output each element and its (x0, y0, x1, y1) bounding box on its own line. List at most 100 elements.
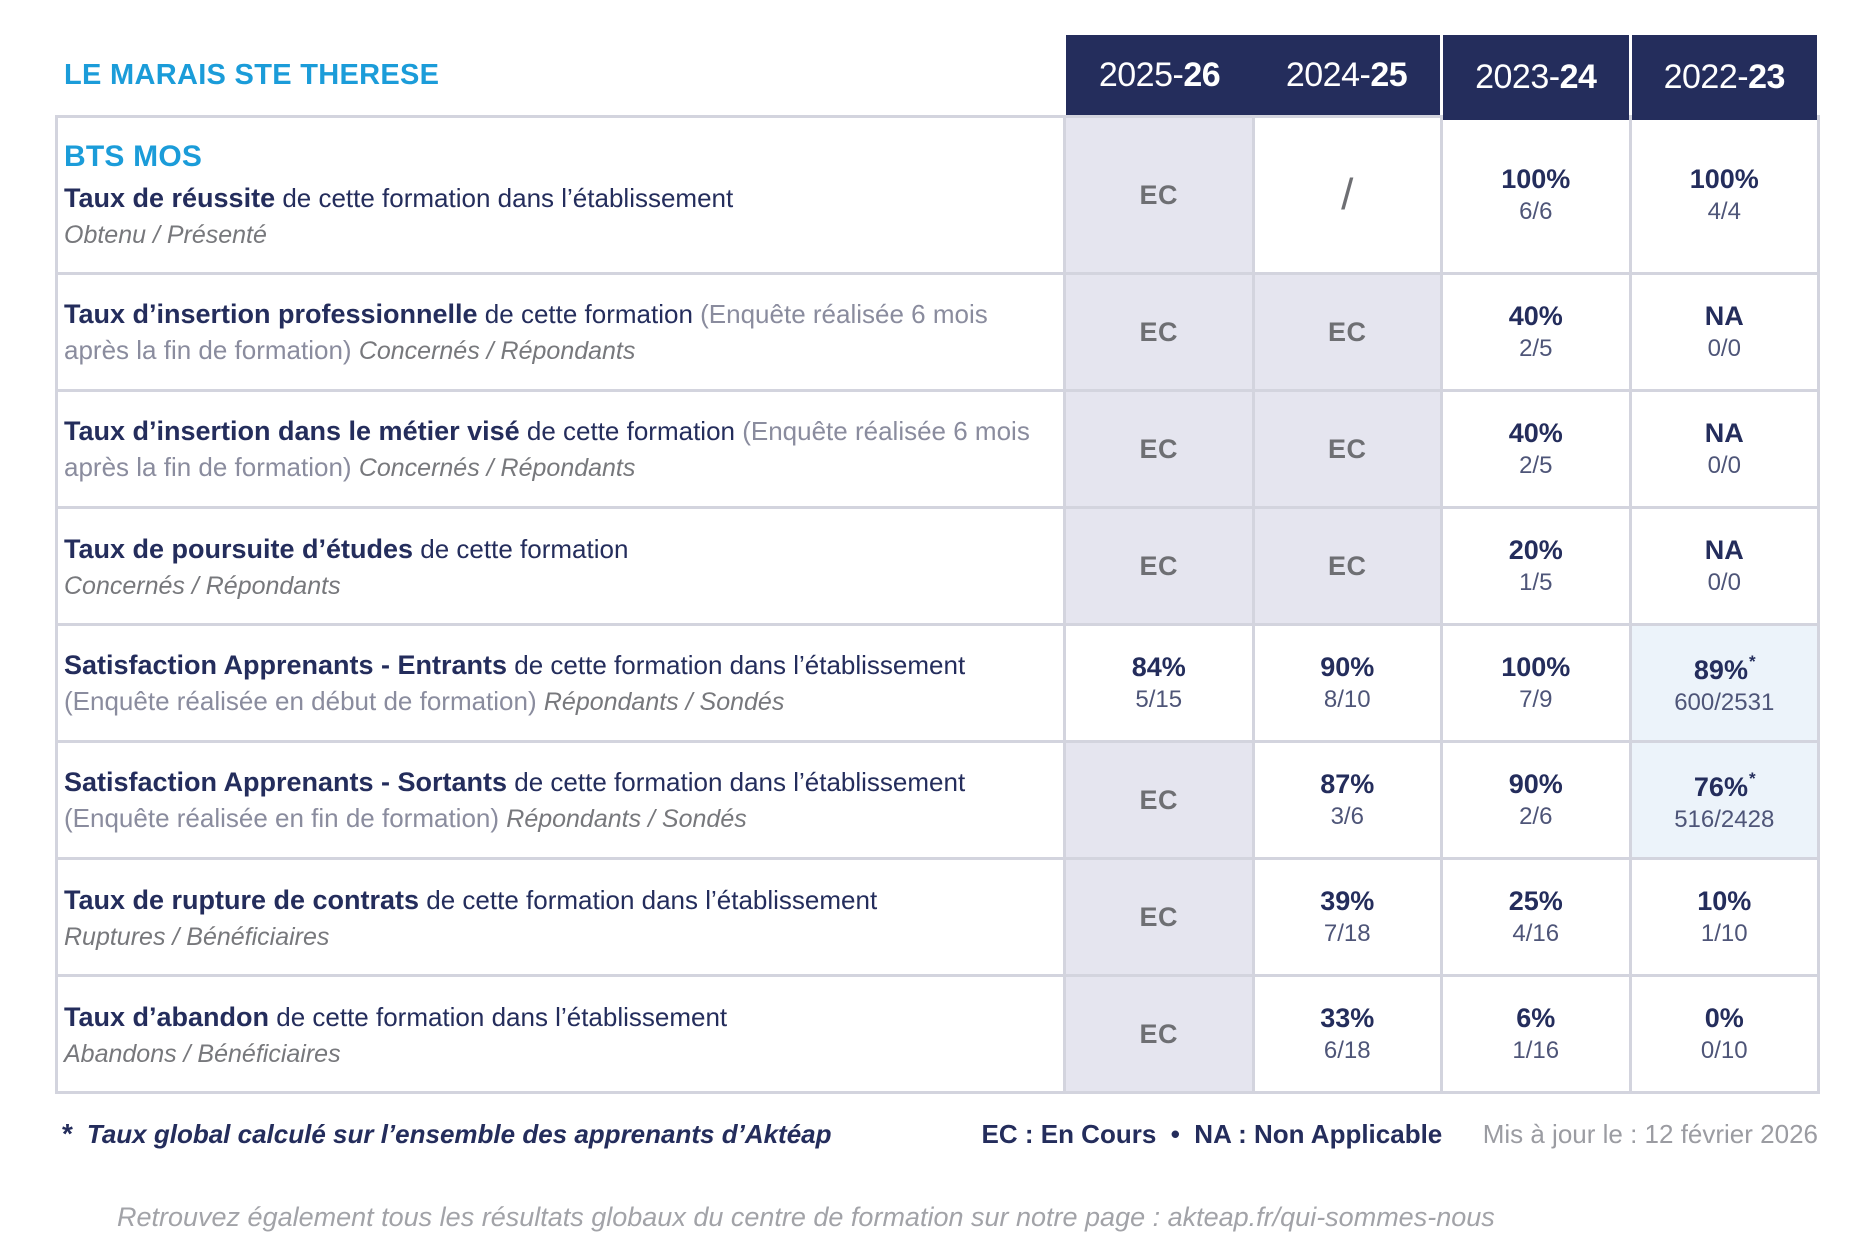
row-title: Taux de réussite (64, 183, 276, 213)
cell-metier-2024-25: EC (1254, 392, 1440, 506)
fraction-value: 2/6 (1519, 803, 1553, 830)
row-inline-sub: Répondants / Sondés (506, 804, 747, 833)
cell-metier-2025-26: EC (1066, 392, 1252, 506)
asterisk-note-marker: * (62, 1118, 73, 1149)
percent-value: 100% (1501, 652, 1571, 682)
percent-value: NA (1704, 535, 1744, 565)
fraction-value: 0/10 (1700, 1037, 1748, 1064)
percent-value: 25% (1508, 886, 1563, 916)
cell-rupture-2025-26: EC (1066, 860, 1252, 974)
fraction-value: 0/0 (1707, 569, 1741, 596)
program-title: BTS MOS (64, 140, 203, 173)
cell-reussite-2024-25: / (1254, 118, 1440, 272)
year-suffix: 24 (1559, 58, 1597, 96)
cell-poursuite-2023-24: 20% 1/5 (1443, 509, 1629, 623)
fraction-value: 2/5 (1519, 335, 1553, 362)
fraction-value: 5/15 (1135, 686, 1183, 713)
row-title: Satisfaction Apprenants - Sortants (64, 766, 508, 797)
asterisk-note-text: Taux global calculé sur l’ensemble des a… (86, 1119, 832, 1149)
fraction-value: 0/0 (1707, 335, 1741, 362)
row-label-rupture: Taux de rupture de contrats de cette for… (58, 860, 1063, 974)
percent-value: 89% (1693, 655, 1748, 685)
cell-abandon-2023-24: 6% 1/16 (1443, 977, 1629, 1091)
cell-rupture-2022-23: 10% 1/10 (1631, 860, 1817, 974)
year-header-2023-24: 2023-24 (1443, 35, 1629, 120)
year-prefix: 2024- (1285, 55, 1371, 94)
global-rate-asterisk: * (1748, 769, 1756, 788)
fraction-value: 4/4 (1707, 198, 1741, 225)
row-inline-sub: Répondants / Sondés (543, 687, 785, 716)
cell-poursuite-2024-25: EC (1254, 509, 1440, 623)
no-data-slash: / (1341, 170, 1354, 219)
row-inline-sub: Concernés / Répondants (358, 336, 636, 365)
percent-value: 10% (1697, 886, 1752, 916)
percent-value: 100% (1689, 164, 1759, 194)
row-title: Taux de rupture de contrats (64, 885, 420, 915)
fraction-value: 1/10 (1700, 920, 1748, 947)
table-header: LE MARAIS STE THERESE 2025-26 2024-25 20… (55, 35, 1820, 120)
cell-entrants-2022-23: 89%* 600/2531 (1631, 626, 1817, 740)
fraction-value: 6/6 (1519, 198, 1553, 225)
ec-value: EC (1139, 1018, 1178, 1049)
footnote-bar: * Taux global calculé sur l’ensemble des… (55, 1118, 1820, 1150)
row-subline: Concernés / Répondants (64, 572, 341, 600)
percent-value: 40% (1508, 418, 1563, 448)
fraction-value: 7/18 (1323, 920, 1371, 947)
fraction-value: 7/9 (1519, 686, 1553, 713)
percent-value: 90% (1320, 652, 1375, 682)
cell-metier-2023-24: 40% 2/5 (1443, 392, 1629, 506)
row-desc: de cette formation dans l’établissement (269, 1002, 728, 1032)
abbreviation-legend: EC : En Cours • NA : Non Applicable (981, 1119, 1443, 1149)
cell-poursuite-2022-23: NA 0/0 (1631, 509, 1817, 623)
site-title-area: LE MARAIS STE THERESE (58, 35, 1063, 115)
year-suffix: 25 (1370, 55, 1408, 94)
row-desc: de cette formation dans l’établissement (507, 766, 966, 797)
cell-sortants-2022-23: 76%* 516/2428 (1631, 743, 1817, 857)
fraction-value: 8/10 (1323, 686, 1371, 713)
cell-sortants-2024-25: 87% 3/6 (1254, 743, 1440, 857)
percent-value: 20% (1508, 535, 1563, 565)
cell-insertionpro-2024-25: EC (1254, 275, 1440, 389)
ec-value: EC (1139, 433, 1178, 464)
row-subline: Obtenu / Présenté (64, 221, 267, 249)
cell-poursuite-2025-26: EC (1066, 509, 1252, 623)
fraction-value: 1/16 (1512, 1037, 1560, 1064)
cell-entrants-2024-25: 90% 8/10 (1254, 626, 1440, 740)
row-label-insertion-pro: Taux d’insertion professionnelle de cett… (58, 275, 1063, 389)
cell-entrants-2023-24: 100% 7/9 (1443, 626, 1629, 740)
row-desc: de cette formation dans l’établissement (275, 183, 734, 213)
percent-value: 90% (1508, 769, 1563, 799)
cell-abandon-2022-23: 0% 0/10 (1631, 977, 1817, 1091)
cell-abandon-2025-26: EC (1066, 977, 1252, 1091)
ec-value: EC (1327, 316, 1367, 347)
percent-value: NA (1704, 418, 1744, 448)
ec-value: EC (1327, 550, 1367, 581)
row-desc: de cette formation (413, 534, 629, 564)
ec-value: EC (1139, 550, 1178, 581)
cell-reussite-2022-23: 100% 4/4 (1631, 118, 1817, 272)
ec-value: EC (1139, 784, 1178, 815)
year-prefix: 2023- (1475, 58, 1560, 96)
last-updated-date: Mis à jour le : 12 février 2026 (1482, 1119, 1818, 1149)
cell-sortants-2025-26: EC (1066, 743, 1252, 857)
row-subline: Ruptures / Bénéficiaires (64, 923, 330, 951)
row-label-taux-reussite: BTS MOS Taux de réussite de cette format… (58, 118, 1063, 272)
row-label-satisf-entrants: Satisfaction Apprenants - Entrants de ce… (58, 626, 1063, 740)
row-desc: de cette formation dans l’établissement (507, 649, 966, 680)
year-header-group-recent: 2025-26 2024-25 (1066, 35, 1440, 115)
fraction-value: 600/2531 (1674, 689, 1775, 716)
row-label-satisf-sortants: Satisfaction Apprenants - Sortants de ce… (58, 743, 1063, 857)
row-title: Taux d’insertion dans le métier visé (64, 415, 520, 446)
cell-sortants-2023-24: 90% 2/6 (1443, 743, 1629, 857)
row-paren: (Enquête réalisée en début de formation) (64, 685, 544, 716)
cell-insertionpro-2025-26: EC (1066, 275, 1252, 389)
percent-value: 0% (1704, 1003, 1744, 1033)
fraction-value: 3/6 (1330, 803, 1364, 830)
cell-abandon-2024-25: 33% 6/18 (1254, 977, 1440, 1091)
year-header-2024-25: 2024-25 (1253, 35, 1440, 115)
cell-rupture-2024-25: 39% 7/18 (1254, 860, 1440, 974)
global-results-link-line: Retrouvez également tous les résultats g… (117, 1202, 1495, 1232)
row-title: Taux de poursuite d’études (64, 534, 414, 564)
fraction-value: 6/18 (1323, 1037, 1371, 1064)
